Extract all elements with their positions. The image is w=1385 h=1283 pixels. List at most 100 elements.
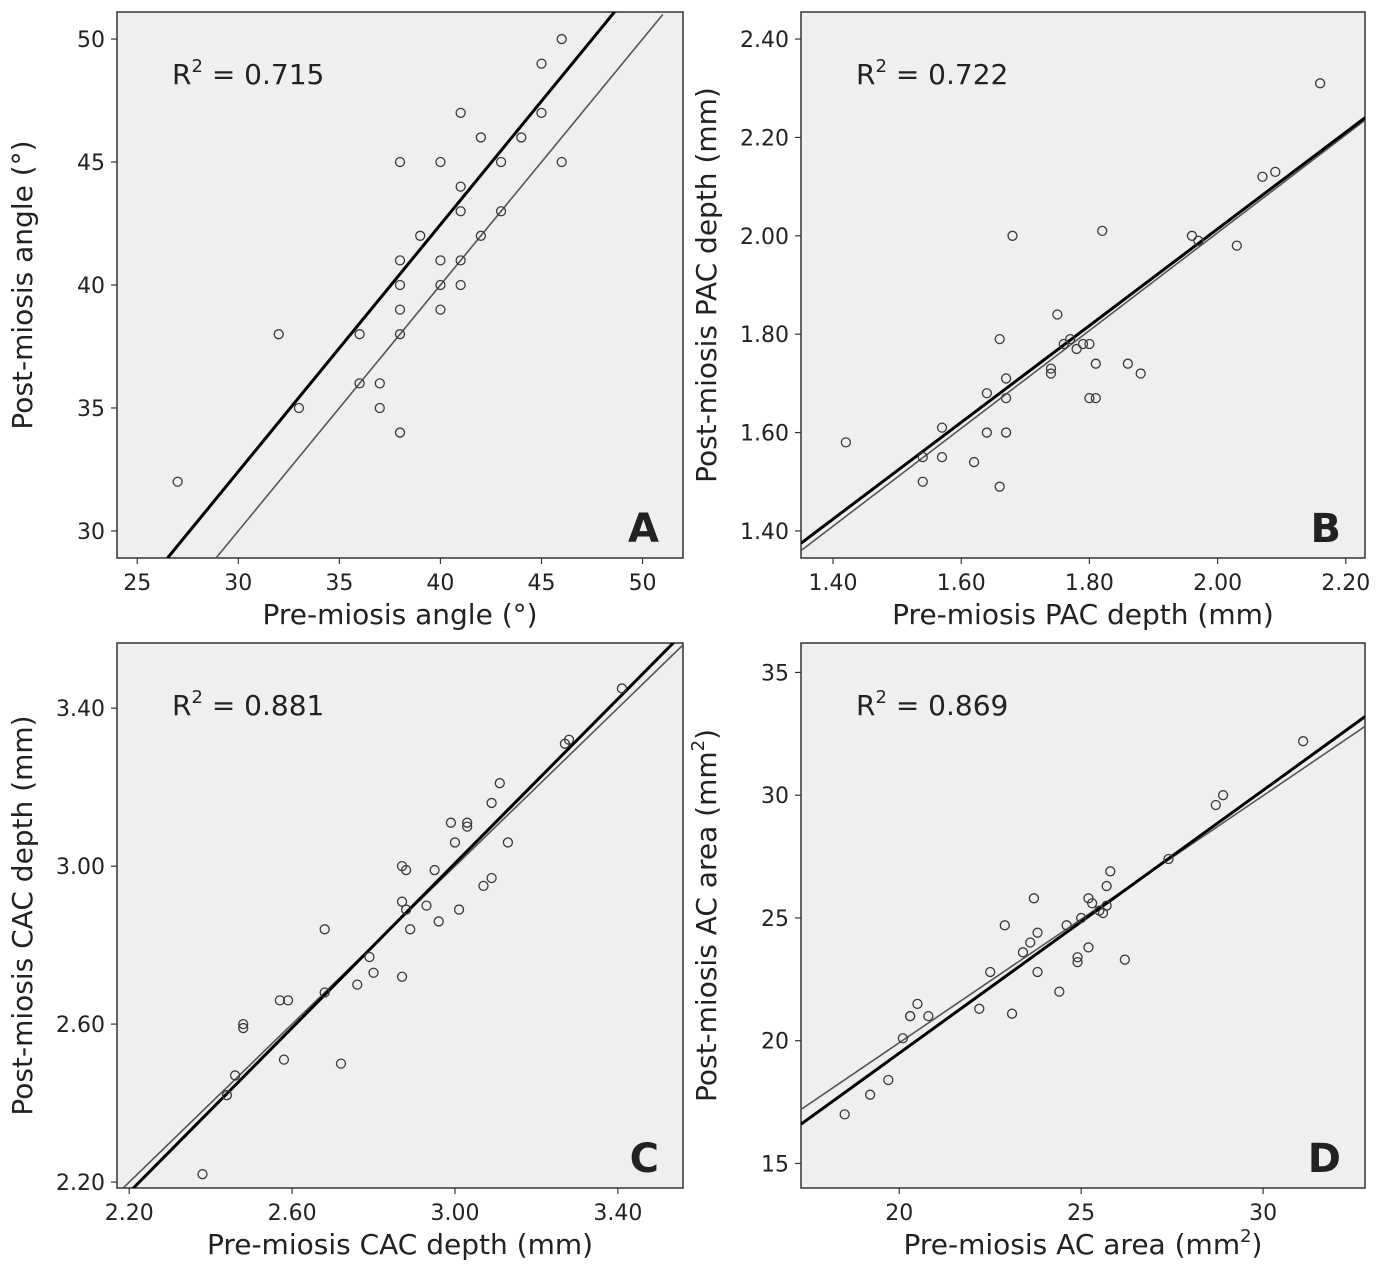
panel-d-data-point (1119, 954, 1130, 965)
panel-d-data-point (1101, 900, 1112, 911)
panel-c-data-point (197, 1169, 208, 1180)
panel-d-data-point (897, 1033, 909, 1044)
panel-b-data-point (1193, 235, 1204, 246)
panel-c-data-point (429, 864, 440, 876)
panel-d-data-point (912, 998, 923, 1010)
panel-b-data-point (1052, 309, 1063, 320)
panel-a-y-tick-label: 45 (77, 151, 105, 176)
panel-b-fit-line (801, 116, 1365, 545)
panel-c-x-tick-label: 3.40 (593, 1201, 642, 1226)
panel-a-data-point (455, 181, 466, 192)
panel-a-data-point (536, 58, 547, 69)
panel-c-data-point (238, 1022, 249, 1034)
panel-b-x-tick-label: 2.00 (1193, 571, 1242, 596)
panel-c-data-point (462, 821, 473, 832)
panel-d-data-point (999, 920, 1010, 931)
panel-d-fit-line (801, 715, 1365, 1126)
panel-c-data-point (502, 837, 514, 848)
panel-d-x-tick-label: 25 (1067, 1201, 1095, 1226)
panel-c-data-point (486, 797, 497, 809)
panel-a-data-point (374, 378, 385, 389)
panel-a-data-point (394, 279, 406, 291)
panel-d-data-point (1032, 966, 1043, 978)
panel-b-data-point (1084, 338, 1095, 350)
panel-c-data-point (400, 904, 412, 915)
panel-c-data-point (478, 880, 489, 892)
panel-d: 20 25 30 15 20 25 30 35 R2 = 0.869 D Pre-miosis… (688, 642, 1366, 1261)
panel-b-data-point (1257, 171, 1268, 182)
panel-d-data-point (905, 1011, 916, 1022)
panel-b-identity-line (801, 119, 1365, 552)
panel-b-data-point (994, 333, 1005, 345)
panel-a: 25 30 35 40 45 50 30 35 40 45 50 R2 = 0.715 A Pre-… (6, 11, 684, 631)
panel-b-data-point (994, 481, 1005, 492)
panel-b-data-point (936, 452, 948, 463)
panel-d-r2: R2 = 0.869 (856, 687, 1008, 722)
panel-a-data-point (475, 230, 487, 241)
panel-a-y-tick-label: 35 (77, 397, 105, 422)
panel-d-points (839, 736, 1309, 1120)
panel-c-data-point (449, 837, 461, 848)
panel-a-fit-line (166, 12, 617, 558)
panel-c-y-axis-title: Post-miosis CAC depth (mm) (6, 715, 39, 1115)
panel-a-data-point (455, 279, 466, 291)
panel-b-data-point (917, 452, 928, 463)
panel-d-data-point (1217, 790, 1229, 801)
panel-c-letter: C (630, 1136, 659, 1182)
panel-b-data-point (1077, 338, 1089, 350)
panel-b-data-point (1000, 392, 1012, 404)
panel-d-data-point (1025, 937, 1036, 948)
panel-c-x-tick-label: 3.00 (430, 1201, 479, 1226)
panel-a-x-tick-label: 30 (224, 571, 252, 596)
panel-b-data-point (1071, 343, 1082, 355)
panel-a-data-point (394, 156, 406, 168)
panel-a-data-point (556, 156, 567, 168)
panel-c-y-tick-label: 3.00 (56, 855, 105, 880)
panel-d-y-tick-label: 15 (761, 1152, 789, 1177)
panel-a-data-point (435, 279, 446, 291)
panel-d-data-point (1072, 952, 1083, 963)
panel-b-data-point (1090, 392, 1101, 404)
panel-b: 1.40 1.60 1.80 2.00 2.20 1.40 1.60 1.80 2.00 2.20… (690, 11, 1370, 631)
panel-c-data-point (400, 864, 412, 876)
panel-b-data-point (1058, 338, 1069, 350)
panel-b-y-axis-title: Post-miosis PAC depth (mm) (690, 87, 723, 483)
panel-a-data-point (394, 329, 406, 340)
panel-d-data-point (1210, 799, 1221, 811)
panel-c-y-tick-label: 3.40 (56, 697, 105, 722)
panel-d-data-point (1101, 880, 1112, 892)
panel-a-x-tick-label: 50 (629, 571, 657, 596)
panel-b-letter: B (1311, 506, 1342, 552)
panel-b-data-point (1045, 368, 1057, 379)
panel-c-data-point (433, 916, 444, 927)
panel-d-data-point (1297, 736, 1309, 747)
panel-c-data-point (396, 971, 408, 982)
panel-c-r2: R2 = 0.881 (172, 687, 324, 722)
panel-d-data-point (923, 1011, 934, 1022)
panel-b-ticks: 1.40 1.60 1.80 2.00 2.20 1.40 1.60 1.80 2.00 2.20… (740, 28, 1370, 596)
panel-c-data-point (238, 1018, 249, 1030)
panel-a-data-point (455, 255, 466, 266)
panel-a-data-point (475, 132, 487, 143)
panel-a-y-tick-label: 40 (77, 274, 105, 299)
panel-a-data-point (415, 230, 426, 241)
panel-c-data-point (405, 924, 416, 935)
panel-b-data-point (1000, 427, 1012, 438)
panel-a-data-point (516, 132, 527, 143)
panel-b-y-tick-label: 1.60 (740, 422, 789, 447)
panel-a-letter: A (628, 506, 659, 552)
panel-b-data-point (1097, 225, 1108, 237)
panel-a-data-point (374, 402, 385, 414)
panel-b-data-point (981, 427, 993, 438)
panel-c-x-axis-title: Pre-miosis CAC depth (mm) (207, 1228, 593, 1261)
panel-a-plot-area (116, 11, 684, 559)
panel-c-y-tick-label: 2.20 (56, 1171, 105, 1196)
panel-b-x-tick-label: 1.60 (937, 571, 986, 596)
panel-b-y-tick-label: 1.80 (740, 323, 789, 348)
panel-c-data-point (364, 951, 375, 963)
panel-c-data-point (494, 778, 505, 789)
panel-c-data-point (229, 1070, 241, 1081)
panel-b-r2: R2 = 0.722 (856, 56, 1008, 91)
panel-c-data-point (368, 967, 379, 978)
